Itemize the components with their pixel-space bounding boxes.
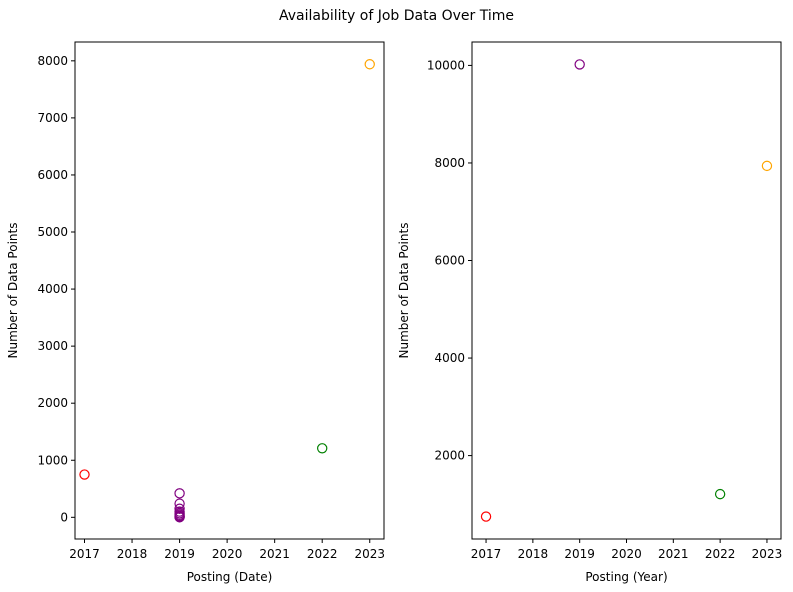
y-tick-label: 6000 <box>434 254 465 268</box>
y-tick-label: 2000 <box>434 449 465 463</box>
y-tick-label: 4000 <box>434 351 465 365</box>
data-point <box>364 59 375 70</box>
x-tick-label: 2021 <box>259 547 290 561</box>
y-tick-label: 5000 <box>37 225 68 239</box>
x-tick-label: 2020 <box>212 547 243 561</box>
x-tick-label: 2023 <box>752 547 783 561</box>
y-tick-label: 0 <box>60 510 68 524</box>
data-point <box>174 503 185 514</box>
x-tick-label: 2017 <box>471 547 502 561</box>
x-tick-label: 2017 <box>69 547 100 561</box>
chart-left: 2017 2018 2019 2020 2021 2022 2023 0 1000 2000 300… <box>6 41 385 584</box>
y-tick-label: 2000 <box>37 396 68 410</box>
y-tick-label: 8000 <box>434 156 465 170</box>
x-tick-label: 2018 <box>117 547 148 561</box>
data-point <box>714 488 726 500</box>
x-tick-label: 2018 <box>518 547 549 561</box>
data-point <box>574 59 585 70</box>
x-tick-label: 2019 <box>564 547 595 561</box>
x-tick-label: 2022 <box>307 547 338 561</box>
data-point <box>174 512 185 523</box>
y-tick-label: 3000 <box>37 339 68 353</box>
x-tick-label: 2019 <box>164 547 195 561</box>
chart-right: 2017 2018 2019 2020 2021 2022 2023 2000 4000 6000… <box>397 41 783 584</box>
x-tick-label: 2022 <box>705 547 736 561</box>
x-tick-label: 2020 <box>611 547 642 561</box>
plot-frame <box>74 41 385 540</box>
y-tick-label: 10000 <box>427 58 465 72</box>
y-tick-label: 1000 <box>37 453 68 467</box>
data-point <box>174 488 185 499</box>
y-axis-label: Number of Data Points <box>397 223 411 359</box>
data-point <box>761 160 773 172</box>
data-point <box>317 443 328 454</box>
y-axis-label: Number of Data Points <box>6 223 20 359</box>
x-axis-label: Posting (Date) <box>187 570 273 584</box>
x-axis-label: Posting (Year) <box>585 570 667 584</box>
figure-title: Availability of Job Data Over Time <box>279 8 514 24</box>
plot-frame <box>471 41 782 540</box>
y-tick-label: 7000 <box>37 111 68 125</box>
x-tick-label: 2021 <box>658 547 689 561</box>
data-point <box>79 469 90 480</box>
y-tick-label: 8000 <box>37 54 68 68</box>
data-point <box>480 511 492 522</box>
x-tick-label: 2023 <box>354 547 385 561</box>
y-tick-label: 6000 <box>37 168 68 182</box>
y-tick-label: 4000 <box>37 282 68 296</box>
